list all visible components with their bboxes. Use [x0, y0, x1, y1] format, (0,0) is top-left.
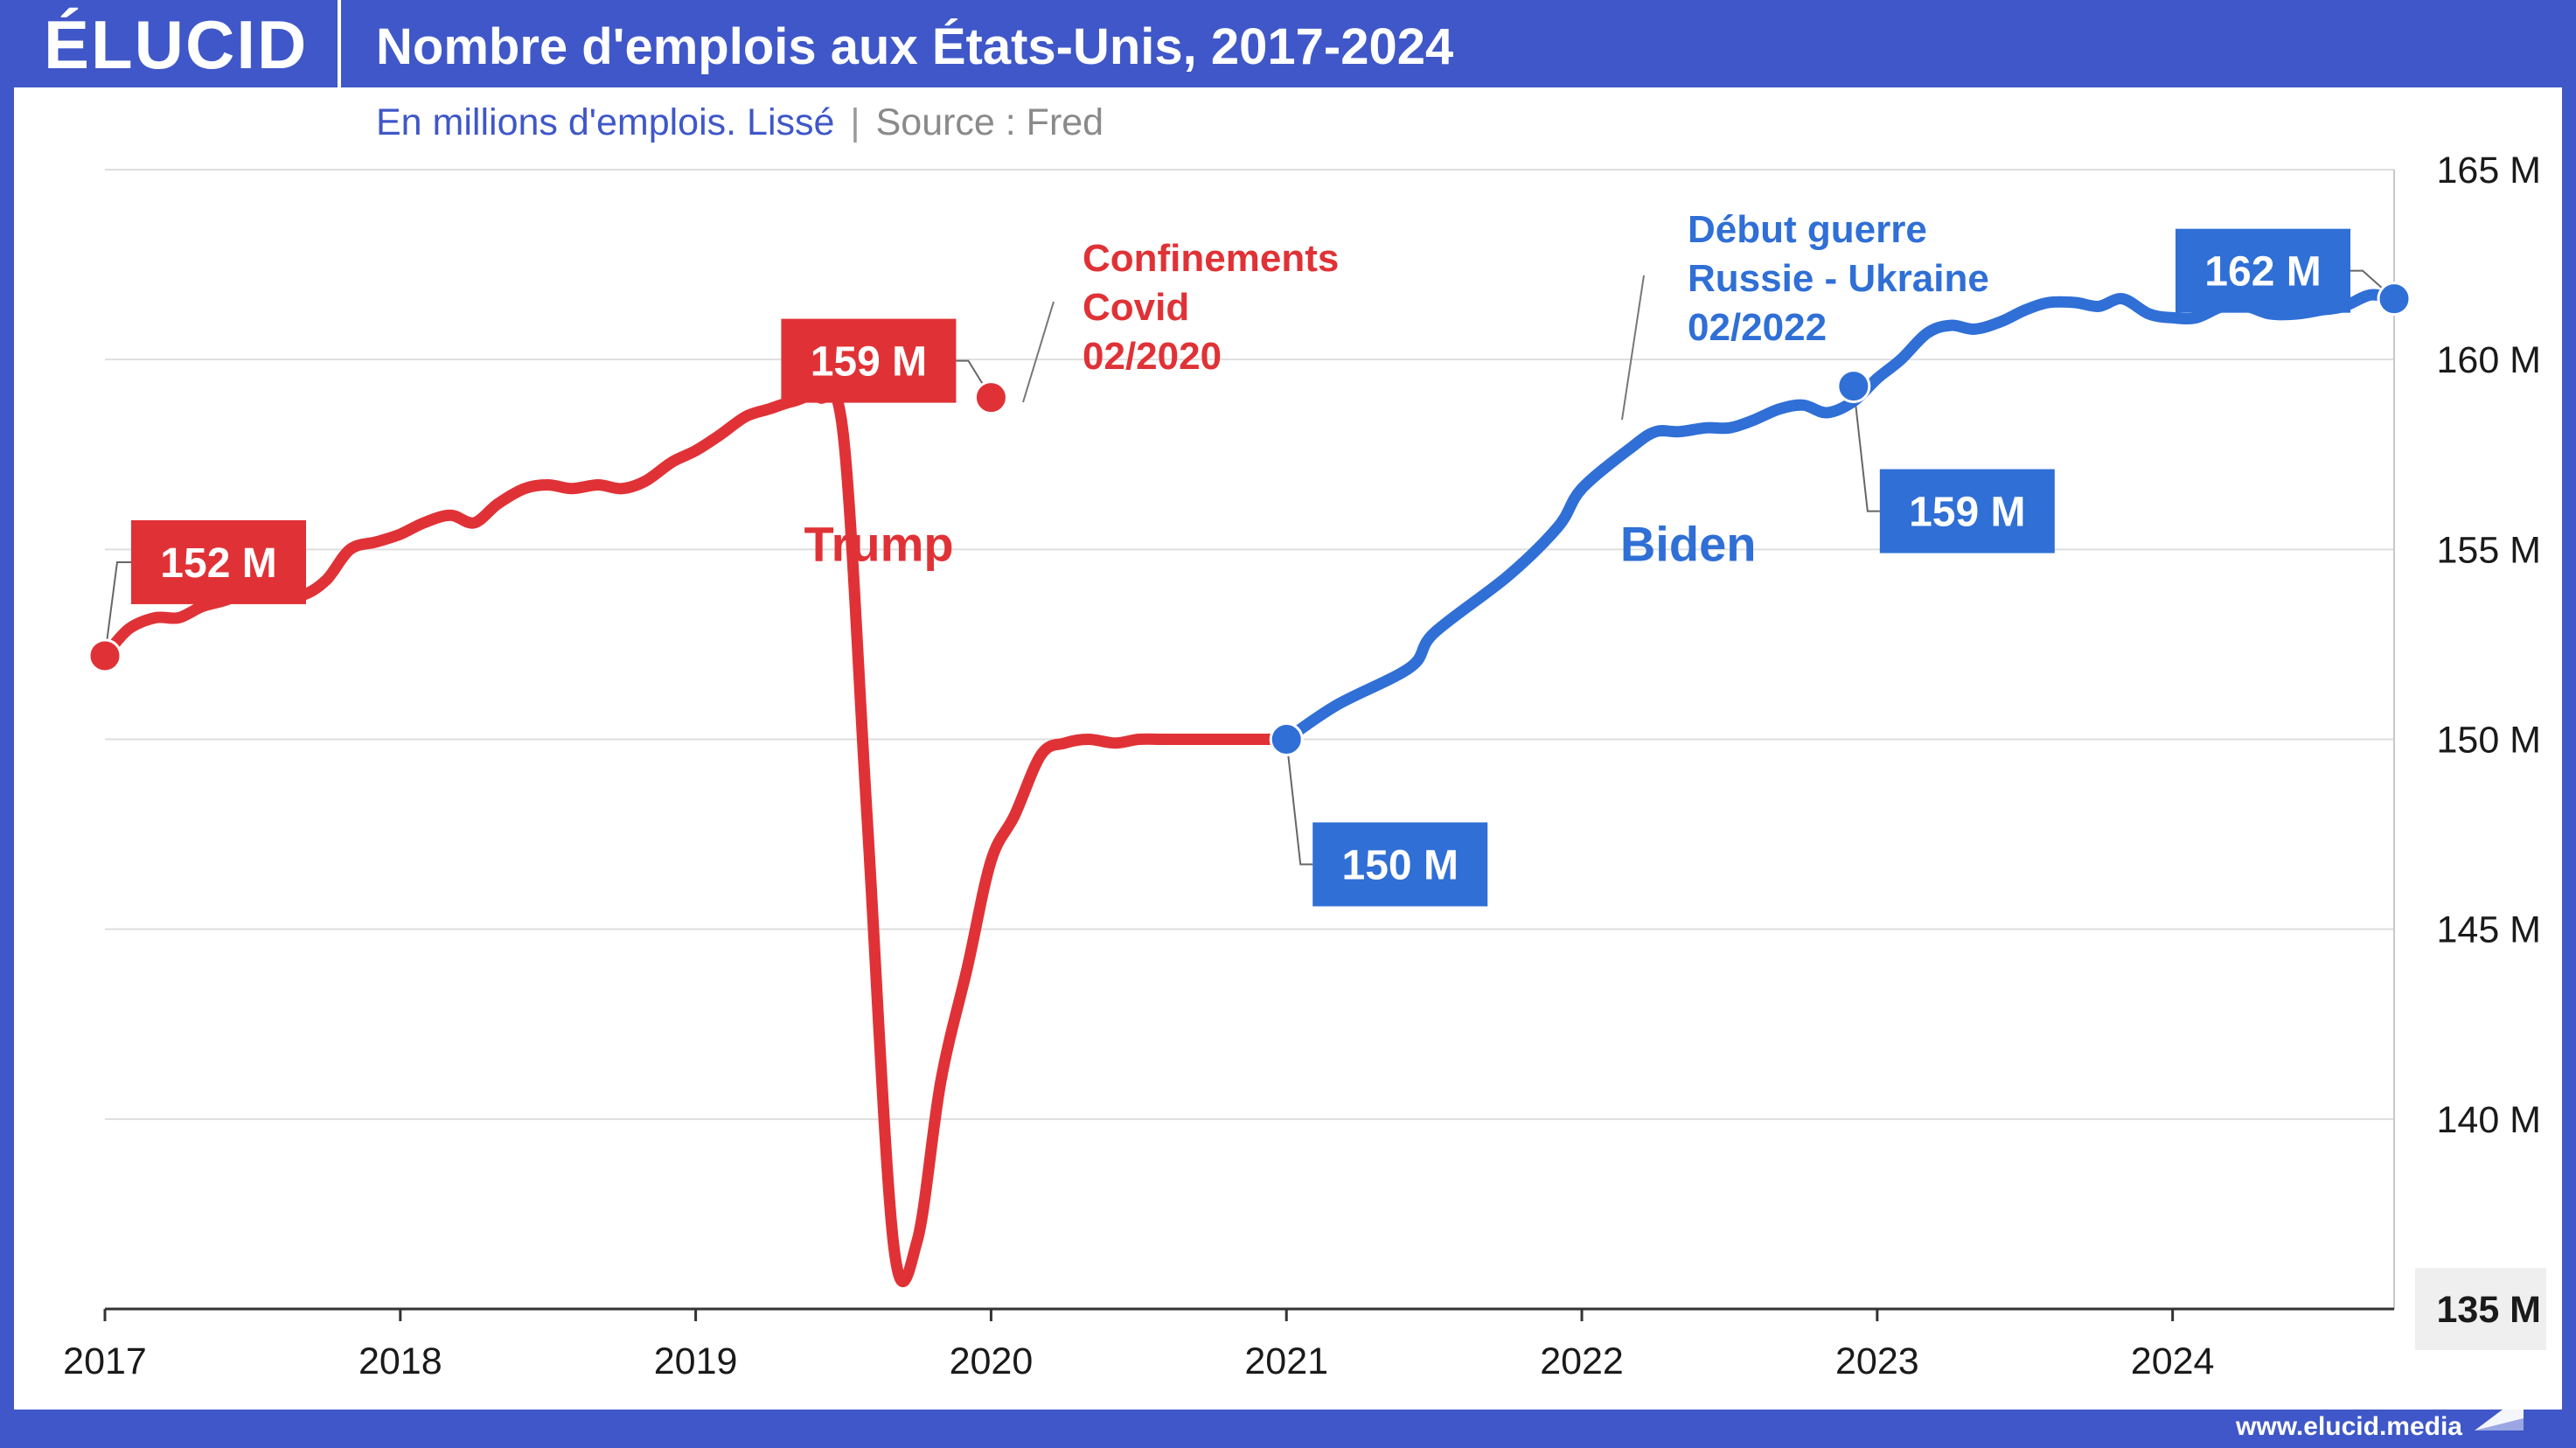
subtitle-separator: |: [850, 101, 860, 143]
series-line-biden: [1280, 289, 2400, 745]
highlight-point: [2377, 282, 2412, 317]
value-labels: Trump Biden 152 M 159 M 150 M 159 M 162 M: [131, 228, 2350, 907]
y-tick-label: 145 M: [2436, 909, 2541, 951]
period-label-trump: Trump: [804, 516, 953, 571]
header-bar: ÉLUCID Nombre d'emplois aux États-Unis, …: [0, 0, 2576, 87]
value-label-leader: [1852, 386, 1880, 512]
value-label-leader: [1285, 739, 1313, 866]
value-label: 150 M: [1342, 843, 1459, 889]
value-label: 159 M: [811, 339, 927, 386]
elucid-logo[interactable]: ÉLUCID: [44, 6, 309, 83]
source-text: Source : Fred: [875, 101, 1104, 143]
annotation-text: Début guerre: [1688, 208, 1927, 251]
annotations: Confinements Covid 02/2020 Début guerre Russ…: [1083, 208, 1989, 378]
y-axis: 165 M 160 M 155 M 150 M 145 M 140 M 135 M: [2436, 150, 2541, 1331]
y-tick-label: 135 M: [2436, 1289, 2541, 1331]
value-label-box: [1879, 469, 2055, 553]
y-tick-label: 155 M: [2436, 529, 2541, 571]
annotation-leader: [1621, 275, 1645, 421]
highlight-point: [973, 380, 1008, 415]
value-label-box: [781, 318, 957, 403]
value-label: 152 M: [160, 540, 276, 587]
y-tick-label: 140 M: [2436, 1099, 2541, 1141]
y-tick-label: 150 M: [2436, 720, 2541, 762]
x-tick-label: 2019: [654, 1340, 738, 1382]
series-lines: [99, 289, 2400, 1288]
annotation-text: 02/2022: [1688, 306, 1827, 349]
x-tick-label: 2022: [1540, 1340, 1624, 1382]
x-tick-label: 2020: [950, 1340, 1034, 1382]
highlight-points: [87, 282, 2412, 756]
elucid-mark-icon: [2475, 1394, 2524, 1431]
value-label: 162 M: [2204, 249, 2321, 296]
highlight-point: [87, 638, 122, 673]
x-tick-label: 2021: [1244, 1340, 1328, 1382]
period-label-biden: Biden: [1620, 516, 1757, 571]
series-line-trump: [99, 386, 1292, 1288]
x-axis: 2017 2018 2019 2020 2021 2022 2023 2024: [63, 1307, 2394, 1382]
annotation-text: Confinements: [1083, 237, 1339, 280]
x-tick-label: 2017: [63, 1340, 147, 1382]
footer-url[interactable]: www.elucid.media: [2236, 1412, 2462, 1441]
y-axis-min-label-bg: [2415, 1268, 2546, 1350]
value-label-leader: [104, 560, 131, 657]
annotation-leader: [1022, 301, 1055, 403]
annotation-text: Covid: [1083, 286, 1189, 329]
highlight-point: [1269, 722, 1304, 756]
annotation-text: 02/2020: [1083, 335, 1222, 378]
highlight-point: [1836, 369, 1871, 404]
value-label-box: [131, 519, 306, 604]
x-tick-label: 2023: [1835, 1340, 1919, 1382]
chart-title: Nombre d'emplois aux États-Unis, 2017-20…: [376, 18, 1454, 75]
chart-subtitle: En millions d'emplois. Lissé | Source : Fr…: [376, 96, 1104, 149]
y-tick-label: 165 M: [2436, 150, 2541, 191]
header-divider: [338, 0, 341, 87]
x-tick-label: 2018: [359, 1340, 442, 1382]
subtitle-text: En millions d'emplois. Lissé: [376, 101, 835, 143]
value-label-box: [1312, 822, 1488, 907]
annotation-text: Russie - Ukraine: [1688, 257, 1989, 300]
value-label-box: [2176, 228, 2350, 313]
y-tick-label: 160 M: [2436, 339, 2541, 381]
value-label: 159 M: [1909, 490, 2025, 536]
x-tick-label: 2024: [2131, 1340, 2215, 1382]
